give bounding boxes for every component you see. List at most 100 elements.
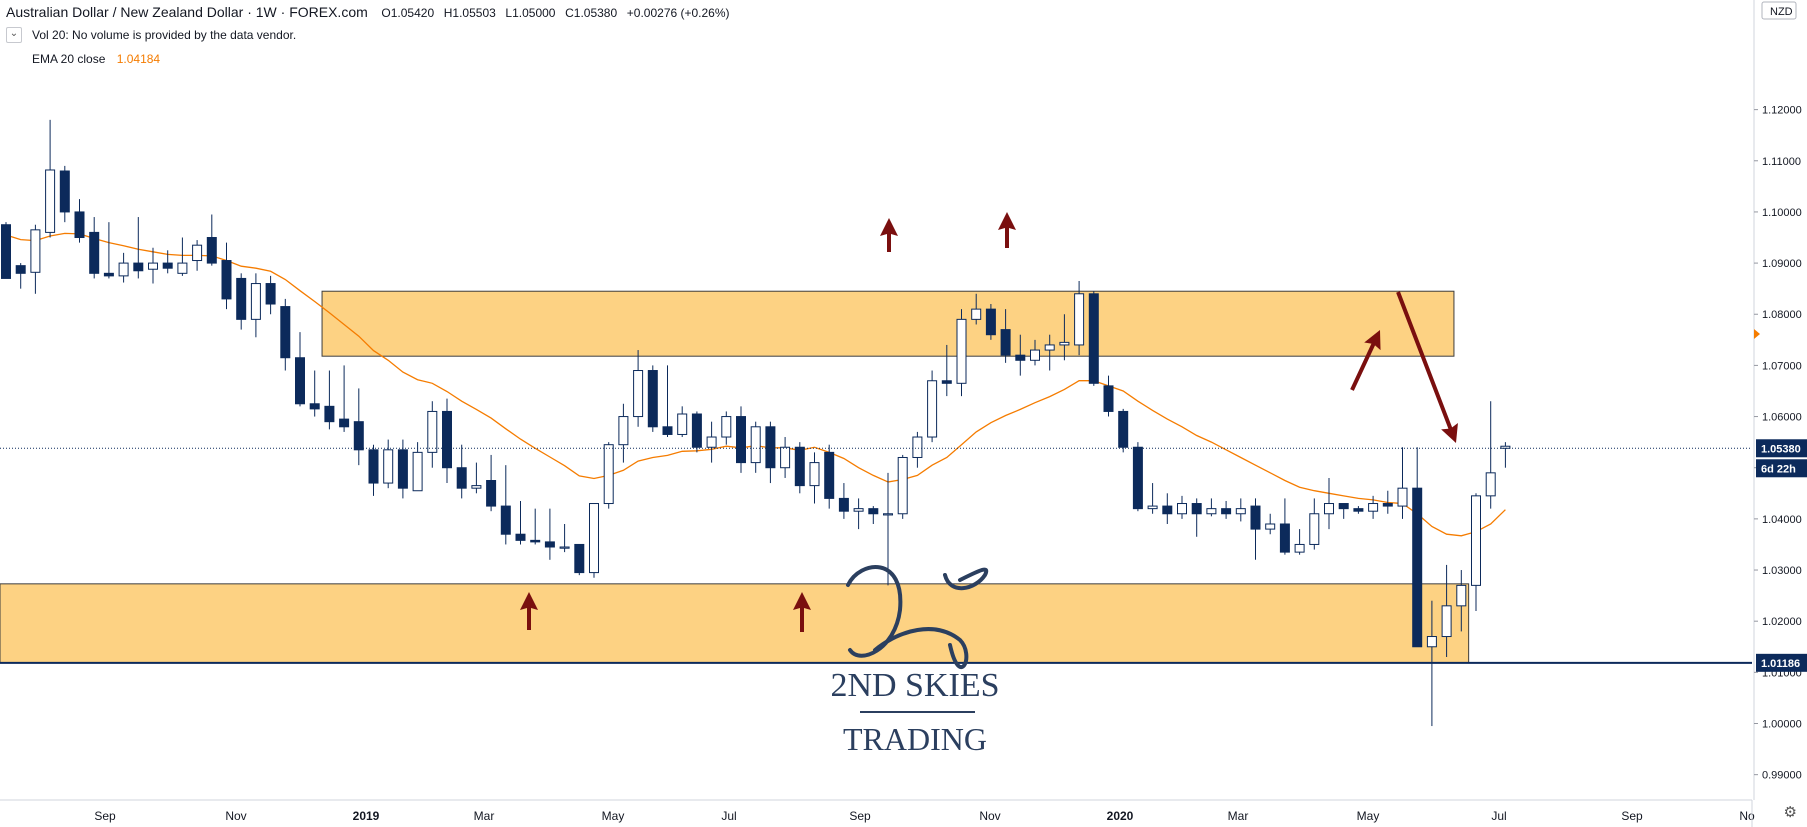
candle-body [442, 410, 452, 469]
candle [1235, 498, 1246, 522]
current-price-tag-label: 1.05380 [1761, 443, 1801, 455]
candle-body [691, 413, 702, 448]
candle [721, 411, 732, 445]
candle-body [1397, 487, 1408, 507]
candle-layer [1, 119, 1511, 727]
candle [941, 344, 952, 397]
candle-body [1426, 636, 1437, 648]
candle-body [1132, 446, 1143, 510]
candle [912, 431, 923, 468]
current-price-tag [1756, 439, 1807, 458]
time-tick-label: Mar [1228, 809, 1249, 823]
candle [824, 444, 835, 509]
candle [206, 214, 217, 266]
price-tick-label: 1.08000 [1762, 309, 1802, 321]
countdown-tag [1756, 459, 1807, 478]
candle [1294, 529, 1305, 555]
zone-layer [0, 290, 1470, 664]
candle [486, 454, 497, 512]
candle-body [339, 418, 350, 428]
candle [603, 442, 614, 509]
price-tick-label: 1.00000 [1762, 718, 1802, 730]
ohlc-change: +0.00276 (+0.26%) [626, 6, 730, 20]
candle-body [1088, 293, 1099, 384]
candle-body [1353, 508, 1364, 512]
candle [442, 398, 452, 484]
candle [1279, 498, 1290, 555]
time-axis[interactable]: Sep Nov 2019 Mar May Jul Sep Nov 2020 Mar May Jul Se… [0, 799, 1755, 827]
candle-body [721, 416, 732, 438]
candle [192, 240, 203, 271]
candle [383, 439, 394, 489]
price-tick-label: 1.09000 [1762, 258, 1802, 270]
candle [838, 483, 849, 519]
collapse-indicators-icon[interactable]: ⌄ [6, 27, 22, 43]
price-tags: 1.05380 6d 22h 1.01186 [1756, 439, 1807, 672]
candle [1, 222, 11, 279]
arrow-down-target [1396, 291, 1458, 443]
candle [853, 498, 864, 530]
price-axis[interactable]: 1.12000 1.11000 1.10000 1.09000 1.08000 1.070… [1753, 0, 1807, 827]
candle-body [1103, 385, 1114, 412]
candle-body [236, 277, 247, 320]
candle-body [1059, 341, 1070, 346]
candle-body [853, 508, 864, 512]
candle-body [1471, 495, 1481, 586]
candle [1485, 401, 1496, 509]
candle [1162, 493, 1173, 524]
candle [927, 370, 938, 443]
candle-body [30, 229, 41, 273]
arrow-down-1 [880, 218, 898, 252]
candle-body [1485, 472, 1496, 497]
candle [647, 365, 658, 432]
candle [295, 332, 305, 407]
arrow-up-1 [520, 592, 538, 630]
symbol-title[interactable]: Australian Dollar / New Zealand Dollar ·… [6, 4, 368, 20]
candle [1147, 483, 1158, 514]
countdown-tag-label: 6d 22h [1761, 463, 1796, 475]
candle-body [1309, 513, 1320, 545]
candle-body [1030, 349, 1040, 361]
chart-header: Australian Dollar / New Zealand Dollar ·… [6, 4, 730, 20]
candle-body [250, 283, 261, 320]
candle-body [941, 380, 952, 384]
candle-body [192, 244, 203, 262]
candle-body [971, 308, 982, 320]
candle-body [206, 237, 217, 264]
candle [89, 217, 100, 279]
ohlc-open: O1.05420 [381, 6, 435, 20]
candle [177, 237, 188, 276]
candle [221, 242, 232, 310]
arrow-shape [1396, 291, 1458, 443]
candle [1177, 495, 1187, 519]
candle [662, 365, 673, 438]
candle [1103, 375, 1114, 417]
candle-body [1000, 329, 1011, 356]
candle [780, 437, 791, 478]
volume-note: Vol 20: No volume is provided by the dat… [32, 28, 297, 42]
candle [706, 421, 717, 463]
candle [427, 401, 438, 468]
ema-label: EMA 20 close [32, 52, 106, 66]
candle [691, 411, 702, 453]
candle-body [471, 485, 482, 489]
time-tick-label: No [1739, 809, 1755, 823]
price-tick-label: 1.07000 [1762, 360, 1802, 372]
candle [897, 454, 908, 519]
candle-body [1118, 410, 1129, 448]
candle [162, 250, 173, 274]
ema-indicator-row[interactable]: EMA 20 close 1.04184 [32, 52, 160, 66]
arrow-up-2 [793, 592, 811, 632]
logo-monogram [846, 565, 989, 670]
candle [353, 388, 364, 466]
ema-value: 1.04184 [116, 52, 161, 66]
time-tick-label: Sep [1621, 809, 1643, 823]
gear-icon[interactable]: ⚙ [1783, 804, 1797, 821]
candle-body [883, 513, 893, 516]
arrow-up-target [1350, 330, 1381, 391]
candle [45, 119, 56, 238]
watermark-logo: 2ND SKIES TRADING [830, 565, 1000, 757]
candle-body [353, 421, 364, 451]
candle [956, 309, 967, 397]
